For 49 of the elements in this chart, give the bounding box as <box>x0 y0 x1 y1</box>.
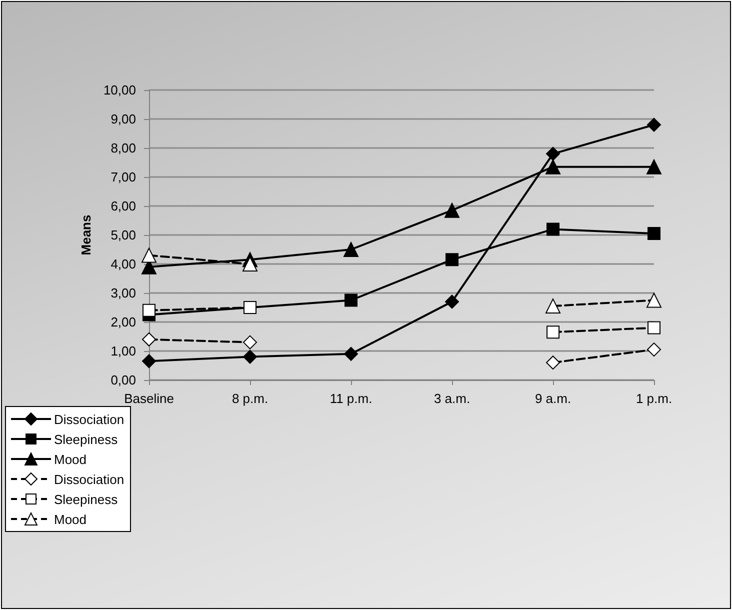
point <box>546 222 560 236</box>
point <box>646 292 662 308</box>
legend-label: Sleepiness <box>54 492 118 506</box>
point <box>142 354 156 368</box>
point <box>648 321 660 334</box>
point <box>344 294 358 307</box>
y-tick-label: 10,00 <box>103 82 136 98</box>
point <box>546 356 560 370</box>
x-tick-label: 3 a.m. <box>434 391 470 406</box>
y-tick-label: 5,00 <box>110 228 136 242</box>
x-tick-label: 8 p.m. <box>232 391 268 406</box>
point <box>646 159 662 174</box>
y-tick-label: 3,00 <box>110 286 136 300</box>
point <box>142 332 156 346</box>
point <box>546 146 560 161</box>
point <box>142 304 156 317</box>
legend-label: Mood <box>54 512 87 526</box>
point <box>242 256 258 272</box>
point <box>446 253 458 266</box>
point <box>445 294 459 309</box>
y-tick-label: 2,00 <box>110 314 136 330</box>
y-tick-label: 1,00 <box>110 344 136 358</box>
point <box>243 335 257 350</box>
point <box>546 298 560 314</box>
point <box>142 248 156 263</box>
point <box>546 159 560 174</box>
point <box>647 342 661 357</box>
y-tick-label: 8,00 <box>110 140 136 156</box>
y-tick-label: 4,00 <box>110 256 136 272</box>
x-tick-label: Baseline <box>124 391 174 406</box>
legend-label: Sleepiness <box>54 432 118 446</box>
x-tick-label: 11 p.m. <box>330 391 372 406</box>
point <box>648 227 660 240</box>
y-tick-label: 7,00 <box>110 170 136 184</box>
y-axis-title: Means <box>78 214 94 256</box>
point <box>243 350 257 364</box>
point <box>344 346 358 361</box>
point <box>647 118 661 132</box>
legend-label: Dissociation <box>54 472 124 486</box>
x-tick-label: 1 p.m. <box>636 391 672 406</box>
point <box>344 242 358 257</box>
x-tick-label: 9 a.m. <box>534 391 572 406</box>
legend-label: Mood <box>54 452 87 466</box>
legend-label: Dissociation <box>54 412 124 426</box>
y-tick-label: 9,00 <box>110 112 136 126</box>
y-tick-label: 0,00 <box>110 372 136 388</box>
point <box>546 326 560 339</box>
y-tick-label: 6,00 <box>110 198 136 214</box>
point <box>444 202 460 218</box>
